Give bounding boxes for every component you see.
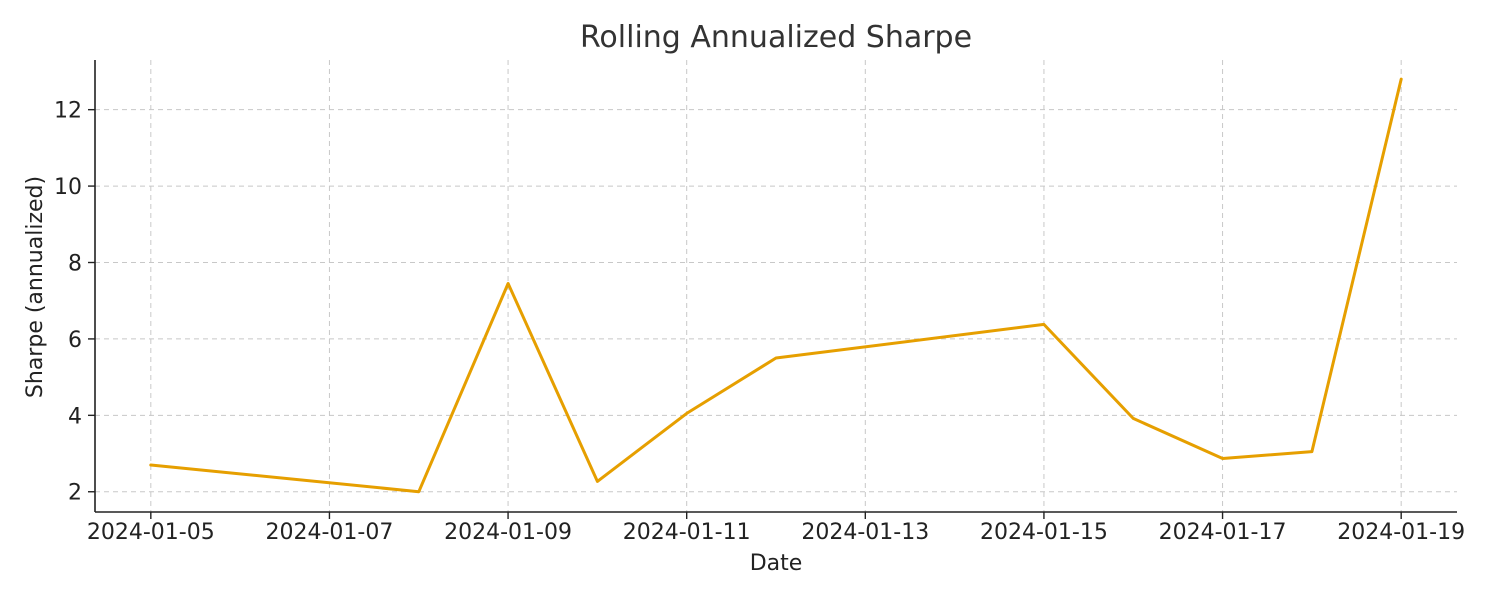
axes xyxy=(88,60,1457,519)
x-tick-label: 2024-01-07 xyxy=(266,520,394,545)
y-tick-label: 2 xyxy=(68,481,82,506)
y-axis-label: Sharpe (annualized) xyxy=(23,176,48,398)
x-tick-label: 2024-01-05 xyxy=(87,520,215,545)
x-axis-label: Date xyxy=(750,551,803,576)
x-tick-label: 2024-01-09 xyxy=(444,520,572,545)
x-tick-label: 2024-01-13 xyxy=(801,520,929,545)
chart-title: Rolling Annualized Sharpe xyxy=(580,20,972,55)
tick-labels: 2024-01-05 2024-01-07 2024-01-09 2024-01-11… xyxy=(54,99,1465,545)
x-tick-label: 2024-01-17 xyxy=(1159,520,1287,545)
y-tick-label: 6 xyxy=(68,328,82,353)
x-tick-label: 2024-01-19 xyxy=(1337,520,1465,545)
series-layer xyxy=(151,79,1402,492)
y-tick-label: 8 xyxy=(68,252,82,277)
y-tick-label: 4 xyxy=(68,404,82,429)
x-tick-label: 2024-01-11 xyxy=(623,520,751,545)
y-tick-label: 12 xyxy=(54,99,82,124)
grid xyxy=(95,60,1457,512)
x-tick-label: 2024-01-15 xyxy=(980,520,1108,545)
series-line xyxy=(151,79,1401,492)
y-tick-label: 10 xyxy=(54,175,82,200)
